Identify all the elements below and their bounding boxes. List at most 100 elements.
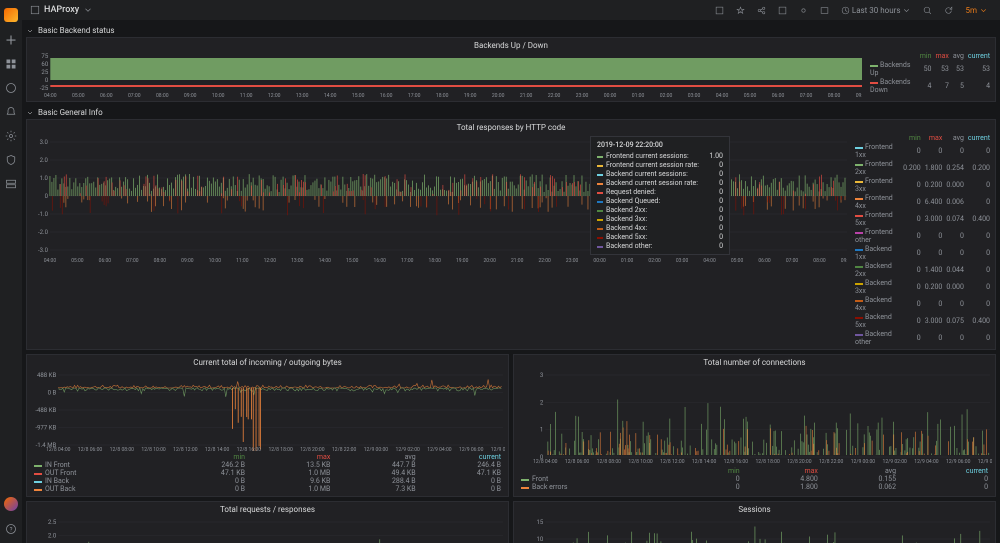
legend-series[interactable]: Backend 5xx (853, 312, 901, 329)
svg-text:12/8 12:00: 12/8 12:00 (173, 447, 198, 451)
zoom-out-button[interactable] (919, 4, 936, 17)
svg-text:12/8 04:00: 12/8 04:00 (46, 447, 71, 451)
panel-connections: Total number of connections 3210 12/8 04… (513, 354, 996, 497)
svg-text:0 B: 0 B (48, 390, 57, 397)
legend-series[interactable]: Backends Up (868, 60, 918, 77)
bell-icon[interactable] (5, 106, 17, 118)
legend-series[interactable]: OUT Front (30, 469, 164, 477)
svg-text:09:00: 09:00 (184, 93, 197, 98)
legend-series[interactable]: Frontend other (853, 227, 901, 244)
svg-text:22:00: 22:00 (548, 93, 561, 98)
user-avatar[interactable] (4, 497, 18, 511)
svg-text:19:00: 19:00 (456, 258, 469, 264)
svg-text:12/9 00:00: 12/9 00:00 (851, 459, 876, 465)
http-tooltip: 2019-12-09 22:20:00 Frontend current ses… (590, 136, 730, 255)
legend-series[interactable]: Frontend 4xx (853, 193, 901, 210)
bytes-chart[interactable]: 488 KB0 B-488 KB-977 KB-1.4 MB 12/8 04:0… (30, 369, 505, 451)
svg-text:05:00: 05:00 (731, 258, 744, 264)
svg-text:18:00: 18:00 (436, 93, 449, 98)
svg-text:05:00: 05:00 (71, 258, 84, 264)
svg-text:06:00: 06:00 (772, 93, 785, 98)
connections-legend: minmaxavgcurrent Front04.8000.1550Back e… (517, 467, 992, 491)
svg-text:07:00: 07:00 (800, 93, 813, 98)
svg-text:04:00: 04:00 (44, 93, 57, 98)
legend-series[interactable]: Backend 1xx (853, 244, 901, 261)
legend-series[interactable]: Backend 4xx (853, 295, 901, 312)
legend-series[interactable]: IN Back (30, 477, 164, 485)
legend-series[interactable]: Frontend 5xx (853, 210, 901, 227)
cycle-view-button[interactable] (816, 4, 833, 17)
topbar: HAProxy Last 30 hours 5m (22, 0, 1000, 20)
legend-series[interactable]: Frontend 2xx (853, 159, 901, 176)
star-button[interactable] (732, 4, 749, 17)
panel-sessions: Sessions 151050-5 12/8 04:0012/8 06:0012… (513, 501, 996, 543)
bytes-legend: minmaxavgcurrent IN Front246.2 B13.5 KB4… (30, 453, 505, 493)
help-icon[interactable]: ? (5, 523, 17, 535)
svg-text:12/9 04:00: 12/9 04:00 (427, 447, 452, 451)
svg-text:11:00: 11:00 (236, 258, 249, 264)
shield-icon[interactable] (5, 154, 17, 166)
legend-series[interactable]: Back errors (517, 483, 683, 491)
refresh-button[interactable] (940, 4, 957, 17)
panel-title: Backends Up / Down (30, 41, 992, 50)
svg-text:12/8 20:00: 12/8 20:00 (787, 459, 812, 465)
settings-button[interactable] (795, 4, 812, 17)
share-button[interactable] (753, 4, 770, 17)
svg-text:25: 25 (41, 69, 48, 76)
svg-text:12/8 10:00: 12/8 10:00 (628, 459, 653, 465)
panel-title: Total responses by HTTP code (30, 123, 992, 132)
panel-title: Sessions (517, 505, 992, 514)
svg-text:-3.0: -3.0 (38, 247, 49, 254)
svg-text:16:00: 16:00 (374, 258, 387, 264)
row-header-backend[interactable]: Basic Backend status (26, 24, 996, 37)
legend-series[interactable]: Backend other (853, 329, 901, 346)
svg-text:06:00: 06:00 (99, 258, 112, 264)
grafana-logo[interactable] (4, 8, 18, 22)
refresh-interval-button[interactable]: 5m (961, 4, 992, 17)
svg-text:12/9 00:00: 12/9 00:00 (364, 447, 389, 451)
backends-chart[interactable]: 7560250-25 04:0005:0006:0007:0008:0009:0… (30, 52, 862, 98)
legend-series[interactable]: Frontend 1xx (853, 142, 901, 159)
svg-text:12/8 08:00: 12/8 08:00 (110, 447, 135, 451)
http-legend: minmaxavgcurrent Frontend 1xx0000Fronten… (847, 134, 992, 346)
legend-series[interactable]: Front (517, 475, 683, 483)
gear-icon[interactable] (5, 130, 17, 142)
sessions-chart[interactable]: 151050-5 12/8 04:0012/8 06:0012/8 08:001… (517, 516, 992, 543)
apps-icon[interactable] (5, 58, 17, 70)
svg-text:0: 0 (45, 77, 49, 84)
svg-text:12/8 10:00: 12/8 10:00 (141, 447, 166, 451)
svg-text:12/9 02:00: 12/9 02:00 (882, 459, 907, 465)
svg-text:12/8 22:00: 12/8 22:00 (332, 447, 357, 451)
legend-series[interactable]: Backend 2xx (853, 261, 901, 278)
legend-series[interactable]: IN Front (30, 461, 164, 469)
svg-text:08:00: 08:00 (828, 93, 841, 98)
title-text: HAProxy (44, 5, 79, 15)
row-title: Basic Backend status (38, 26, 115, 35)
legend-series[interactable]: Frontend 3xx (853, 176, 901, 193)
svg-text:-2.0: -2.0 (38, 229, 49, 236)
svg-text:17:00: 17:00 (408, 93, 421, 98)
connections-chart[interactable]: 3210 12/8 04:0012/8 06:0012/8 08:0012/8 … (517, 369, 992, 465)
svg-text:12:00: 12:00 (268, 93, 281, 98)
add-panel-button[interactable] (711, 4, 728, 17)
svg-text:22:00: 22:00 (538, 258, 551, 264)
compass-icon[interactable] (5, 82, 17, 94)
row-header-general[interactable]: Basic General Info (26, 106, 996, 119)
sidebar: ? (0, 0, 22, 543)
timerange-button[interactable]: Last 30 hours (837, 4, 916, 17)
svg-text:20:00: 20:00 (492, 93, 505, 98)
svg-text:14:00: 14:00 (319, 258, 332, 264)
svg-text:13:00: 13:00 (291, 258, 304, 264)
legend-series[interactable]: OUT Back (30, 485, 164, 493)
server-icon[interactable] (5, 178, 17, 190)
legend-series[interactable]: Backends Down (868, 77, 918, 94)
http-chart[interactable]: 3.02.01.00-1.0-2.0-3.0 04:0005:0006:0007… (30, 134, 847, 346)
svg-text:12/9 06:00: 12/9 06:00 (459, 447, 484, 451)
dashboard-title[interactable]: HAProxy (30, 5, 93, 15)
plus-icon[interactable] (5, 34, 17, 46)
svg-text:12/8 12:00: 12/8 12:00 (660, 459, 685, 465)
save-button[interactable] (774, 4, 791, 17)
panel-title: Current total of incoming / outgoing byt… (30, 358, 505, 367)
requests-chart[interactable]: 2.52.01.51.00.50 12/8 04:0012/8 06:0012/… (30, 516, 505, 543)
legend-series[interactable]: Backend 3xx (853, 278, 901, 295)
